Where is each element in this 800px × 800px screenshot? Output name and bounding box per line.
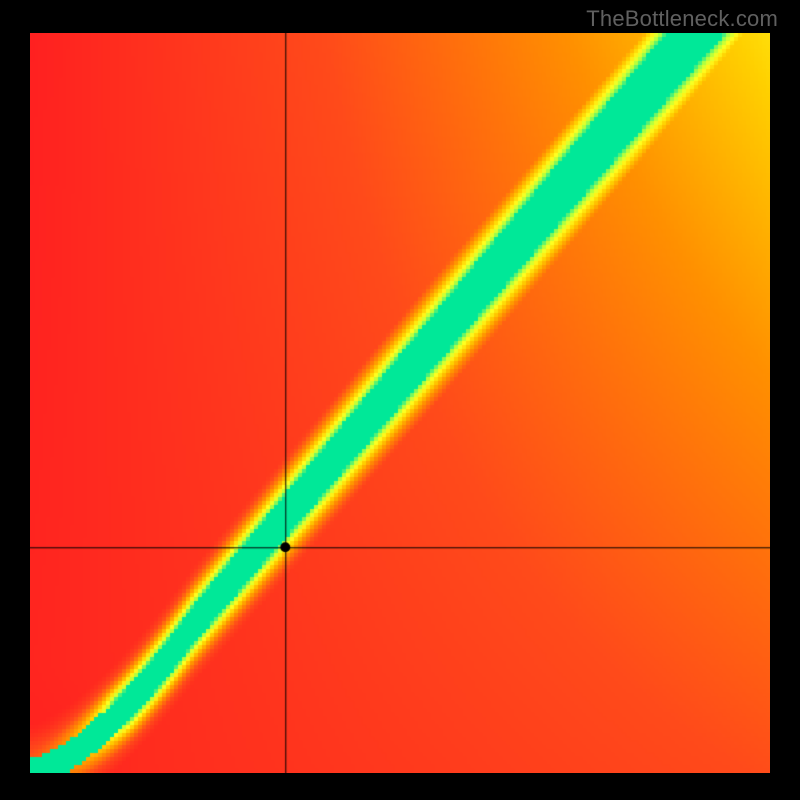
chart-container: TheBottleneck.com (0, 0, 800, 800)
watermark-text: TheBottleneck.com (586, 6, 778, 32)
heatmap-plot (30, 33, 770, 773)
heatmap-canvas (30, 33, 770, 773)
